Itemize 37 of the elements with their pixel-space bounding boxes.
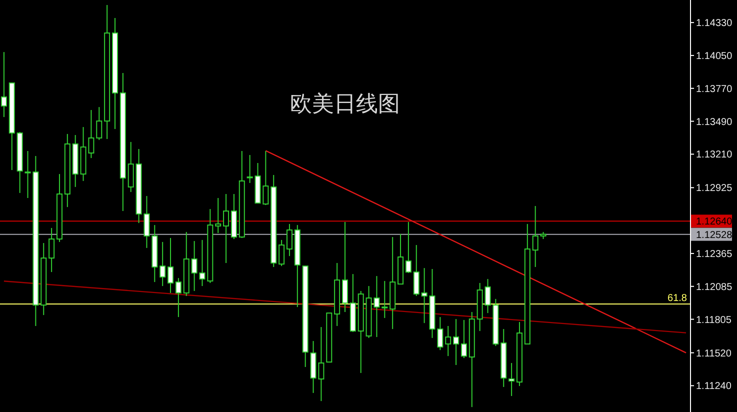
- candlestick: [508, 362, 515, 397]
- candlestick: [96, 106, 102, 140]
- candlestick: [453, 318, 460, 366]
- y-tick-label: 1.12925: [696, 183, 733, 194]
- y-tick-label: 1.12085: [696, 282, 733, 293]
- y-tick-label: 1.13770: [696, 84, 733, 95]
- y-tick-label: 1.11240: [696, 381, 732, 392]
- candlestick: [48, 227, 55, 273]
- candlestick: [246, 154, 253, 184]
- y-tick-label: 1.12365: [696, 248, 733, 260]
- candlestick: [278, 239, 285, 267]
- y-tick-label: 1.14050: [696, 50, 733, 62]
- y-tick-label: 1.13210: [696, 150, 733, 161]
- ref-line-label: 1.12640: [696, 216, 733, 228]
- candlestick: [460, 319, 467, 359]
- y-tick-label: 1.11520: [696, 348, 732, 360]
- candlestick: [437, 316, 444, 351]
- candlestick: [405, 221, 412, 274]
- candlestick: [286, 223, 292, 257]
- candlestick: [0, 52, 7, 118]
- candlestick: [342, 221, 348, 312]
- ref-line-label: 1.12528: [696, 230, 733, 241]
- candlestick: [128, 141, 134, 193]
- candlestick: [175, 278, 182, 318]
- candlestick: [168, 237, 174, 294]
- candlestick: [445, 325, 452, 357]
- text: 欧美日线图: [290, 91, 400, 116]
- candlestick: [215, 198, 222, 234]
- y-tick-label: 1.13490: [696, 116, 733, 128]
- candlestick: [160, 241, 166, 287]
- candlestick: [382, 280, 388, 318]
- y-tick-label: 1.11805: [696, 314, 732, 326]
- candlestick: [532, 206, 538, 268]
- annotation: 61.8: [668, 293, 688, 304]
- y-tick-label: 1.14330: [696, 18, 733, 30]
- candlestick: [223, 194, 230, 264]
- candlestick: [413, 244, 420, 297]
